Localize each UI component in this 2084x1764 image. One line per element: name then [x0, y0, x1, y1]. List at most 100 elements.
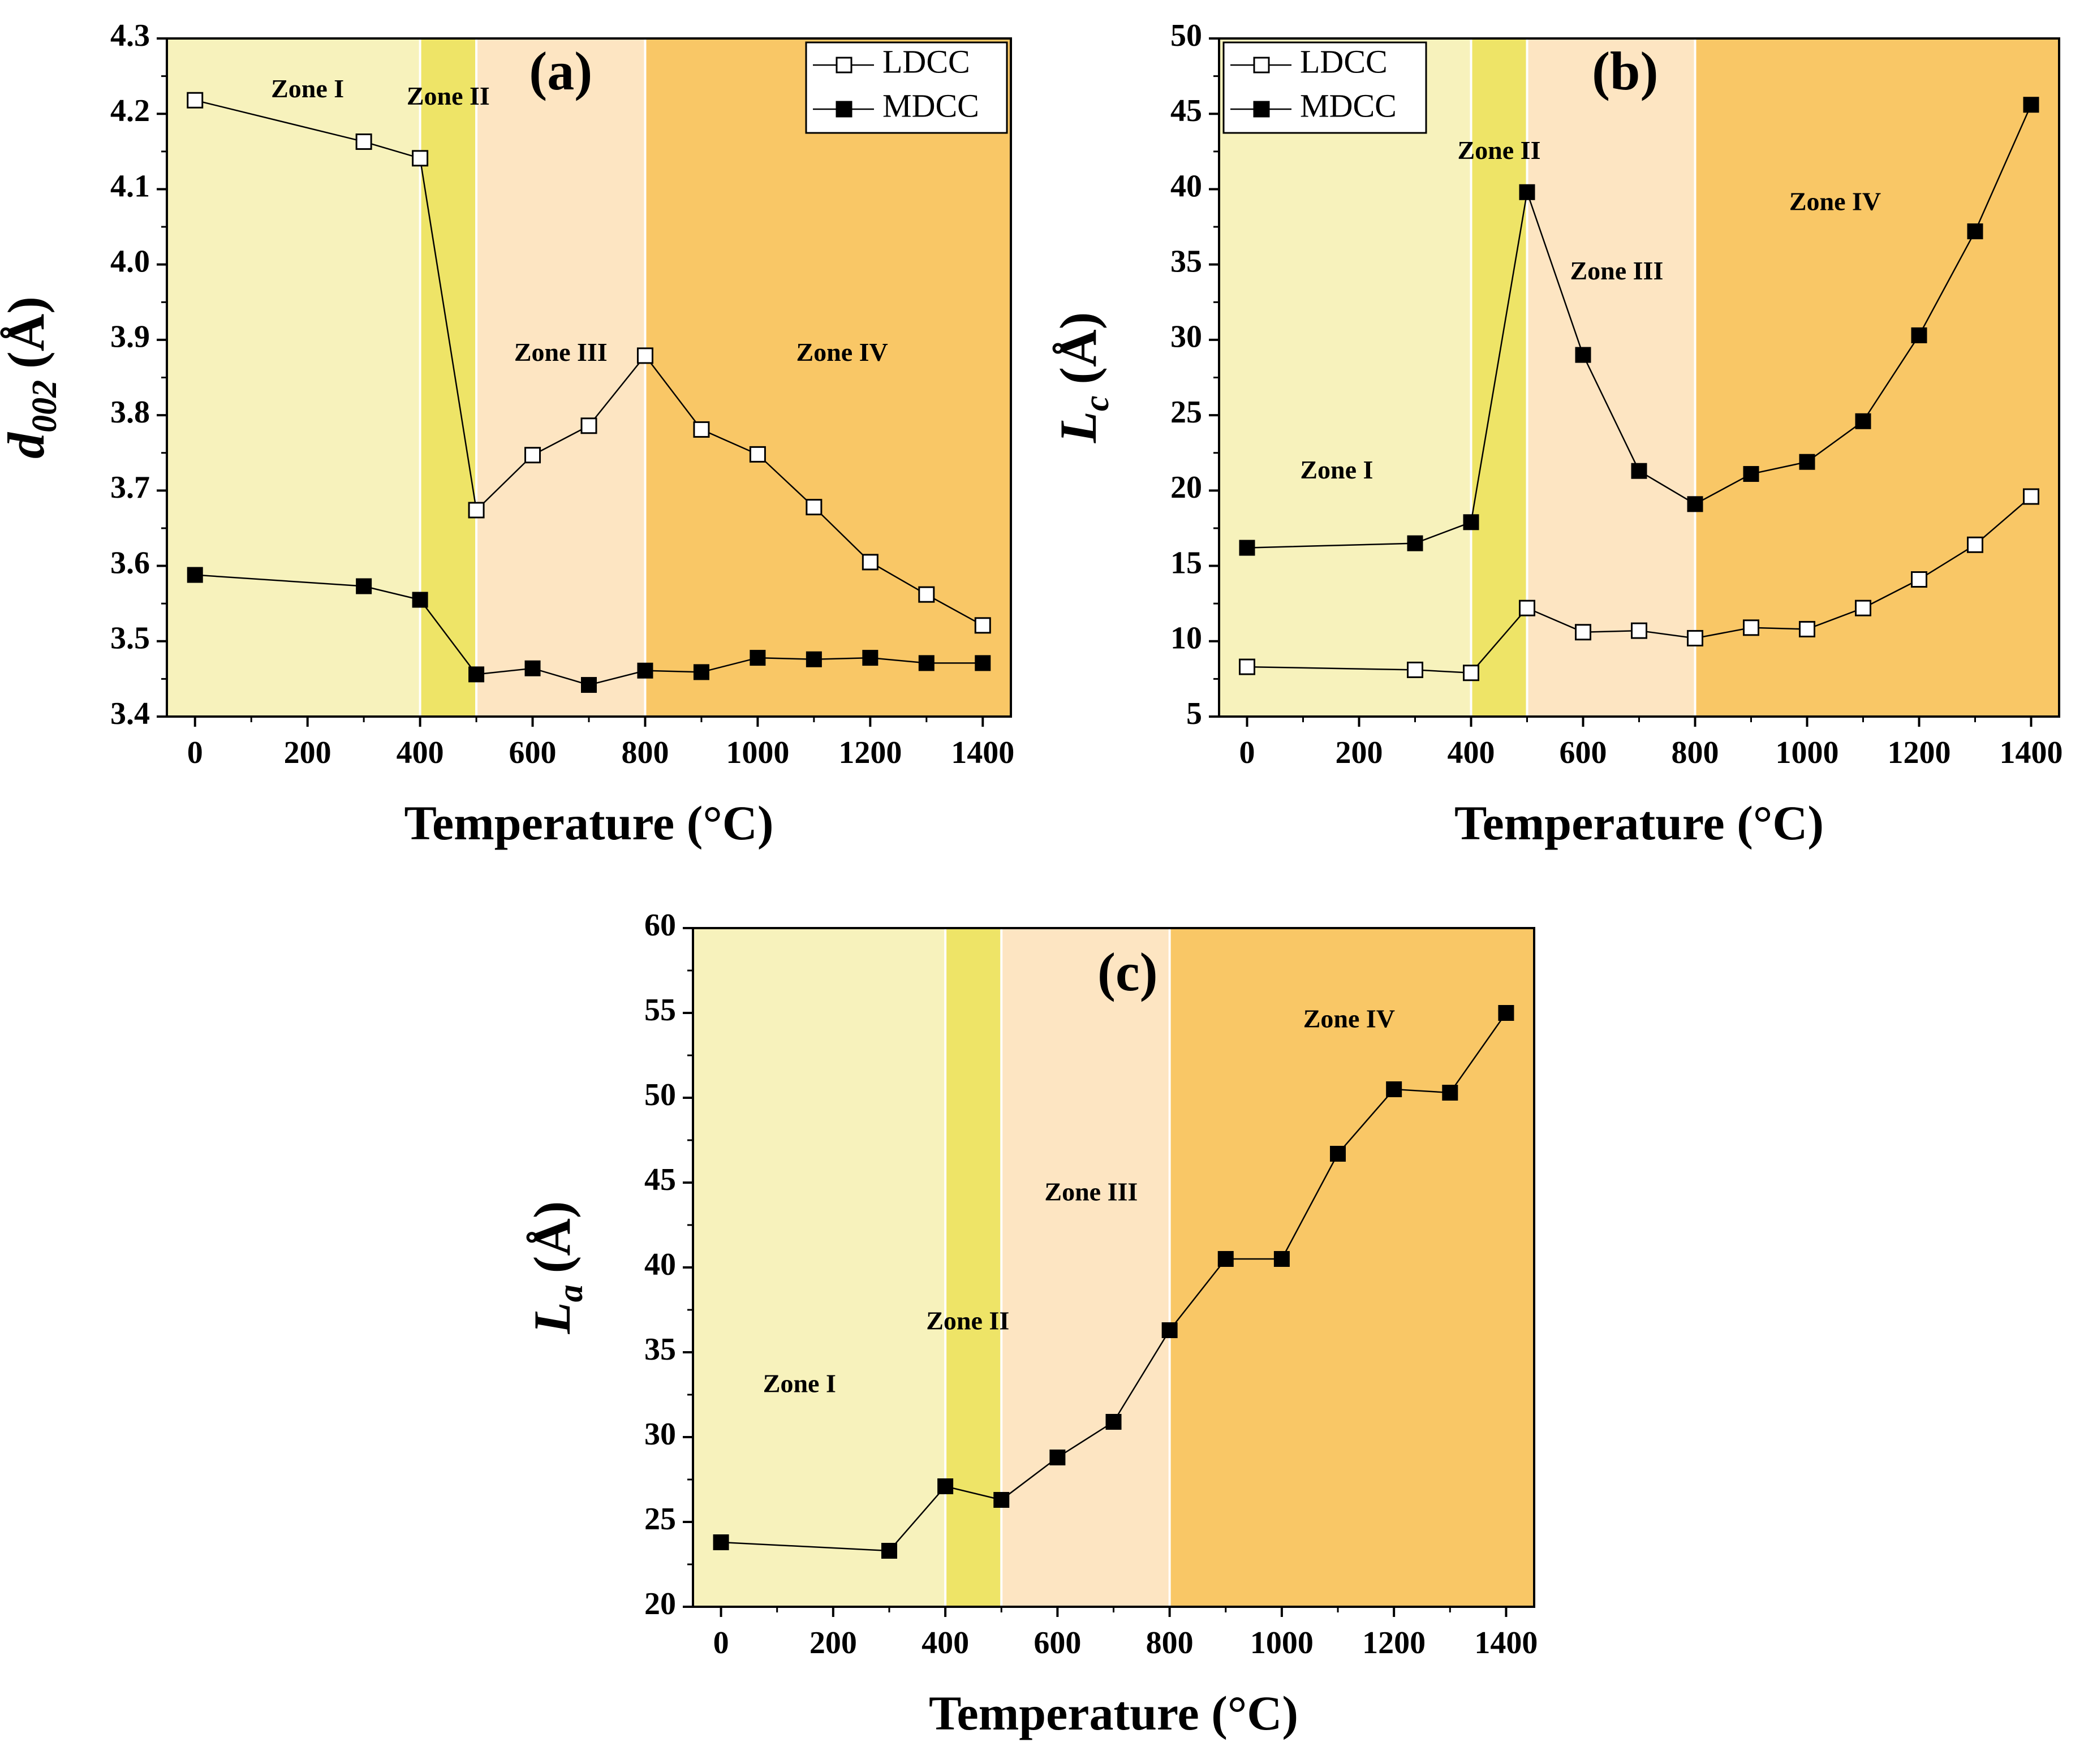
- zone-label: Zone I: [763, 1369, 836, 1398]
- zone-band-zone4: [1695, 38, 2059, 717]
- x-tick-label: 1200: [838, 735, 902, 770]
- chart-panel-c: Zone I Zone II Zone III Zone IV 0 200 400 600 80…: [523, 908, 1538, 1740]
- data-point: [862, 650, 879, 666]
- data-point: [1799, 454, 1815, 470]
- data-point: [1967, 223, 1983, 240]
- data-point: [468, 666, 485, 683]
- zone-band-zone2: [1471, 38, 1527, 717]
- y-tick-label: 40: [644, 1247, 676, 1282]
- y-tick-label: 30: [1170, 320, 1202, 355]
- chart-panel-a: Zone I Zone II Zone III Zone IV 0 200 400 600 80…: [0, 18, 1014, 850]
- y-tick-label: 60: [644, 908, 676, 943]
- x-tick-label: 200: [810, 1625, 857, 1661]
- series-mdcc: [187, 567, 991, 693]
- x-tick-label: 1000: [1776, 735, 1839, 770]
- zone-label: Zone III: [1044, 1178, 1138, 1206]
- panel-label: (c): [1097, 942, 1158, 1002]
- data-point: [1519, 599, 1535, 616]
- y-tick-label: 3.5: [110, 621, 150, 656]
- y-tick-label: 4.0: [110, 244, 150, 279]
- legend-label: MDCC: [1300, 87, 1397, 124]
- x-axis-title: Temperature (°C): [929, 1686, 1298, 1740]
- y-tick-label: 30: [644, 1417, 676, 1452]
- data-point: [918, 586, 935, 603]
- x-tick-label: 800: [1146, 1625, 1194, 1661]
- x-tick-label: 400: [1448, 735, 1495, 770]
- y-axis-title-symbol: L: [1049, 411, 1107, 443]
- x-axis-title: Temperature (°C): [404, 796, 774, 850]
- x-tick-label: 400: [922, 1625, 969, 1661]
- data-point: [749, 446, 766, 463]
- data-point: [881, 1543, 897, 1559]
- series-mdcc: [1239, 97, 2039, 556]
- y-axis-title-subscript: c: [1078, 395, 1116, 411]
- data-point: [1239, 658, 1255, 675]
- data-point: [1519, 184, 1535, 200]
- y-tick-label: 3.8: [110, 395, 150, 430]
- y-tick-label: 10: [1170, 621, 1202, 656]
- data-point: [1330, 1146, 1346, 1162]
- zone-band-zone1: [1219, 38, 1471, 717]
- data-point: [1273, 1251, 1290, 1267]
- x-tick-label: 400: [397, 735, 444, 770]
- data-point: [2023, 488, 2039, 505]
- zone-band-zone4: [645, 38, 1011, 717]
- legend-marker: [836, 57, 852, 74]
- y-axis-title-subscript: 002: [25, 380, 64, 433]
- x-tick-label: 1400: [951, 735, 1014, 770]
- data-point: [993, 1492, 1010, 1508]
- x-tick-label: 1400: [2000, 735, 2063, 770]
- y-tick-label: 3.4: [110, 696, 150, 731]
- zone-label: Zone II: [1458, 136, 1541, 165]
- data-point: [862, 554, 879, 571]
- data-point: [524, 447, 541, 464]
- y-axis-title: La (Å): [523, 1201, 590, 1335]
- x-tick-label: 1400: [1474, 1625, 1538, 1661]
- y-axis-title-unit: (Å): [0, 296, 55, 369]
- data-point: [693, 421, 710, 438]
- data-point: [1743, 619, 1759, 636]
- y-tick-label: 4.3: [110, 18, 150, 53]
- legend-marker: [1253, 101, 1270, 118]
- data-point: [637, 662, 653, 679]
- y-tick-label: 35: [644, 1332, 676, 1367]
- zone-band-zone3: [1001, 928, 1170, 1607]
- x-tick-label: 600: [1034, 1625, 1081, 1661]
- data-point: [1967, 536, 1983, 553]
- y-tick-label: 3.7: [110, 470, 150, 505]
- data-point: [1631, 463, 1647, 479]
- data-point: [1575, 624, 1591, 641]
- zone-label: Zone II: [407, 81, 490, 110]
- y-tick-label: 45: [1170, 93, 1202, 128]
- zone-label: Zone I: [271, 74, 344, 103]
- data-point: [1855, 599, 1871, 616]
- data-point: [187, 92, 204, 109]
- data-point: [524, 660, 541, 676]
- data-point: [412, 150, 429, 167]
- x-tick-label: 1200: [1362, 1625, 1426, 1661]
- x-tick-label: 600: [509, 735, 557, 770]
- x-tick-label: 800: [1672, 735, 1719, 770]
- series-mdcc: [713, 1005, 1514, 1559]
- zone-band-zone1: [693, 928, 946, 1607]
- y-tick-label: 3.6: [110, 545, 150, 580]
- data-point: [713, 1534, 729, 1550]
- y-tick-label: 40: [1170, 169, 1202, 204]
- data-point: [1911, 571, 1927, 588]
- y-tick-label: 5: [1186, 696, 1202, 731]
- x-axis-title: Temperature (°C): [1454, 796, 1824, 850]
- zone-label: Zone II: [926, 1306, 1009, 1335]
- data-point: [1463, 514, 1479, 531]
- data-point: [937, 1478, 954, 1494]
- data-point: [1407, 661, 1423, 678]
- data-point: [806, 499, 823, 516]
- data-point: [975, 655, 991, 671]
- data-point: [187, 567, 203, 583]
- y-tick-label: 20: [1170, 470, 1202, 505]
- data-point: [1386, 1081, 1402, 1097]
- x-tick-label: 1200: [1888, 735, 1951, 770]
- x-tick-label: 200: [1336, 735, 1383, 770]
- y-tick-label: 4.1: [110, 169, 150, 204]
- zone-label: Zone III: [1570, 256, 1663, 285]
